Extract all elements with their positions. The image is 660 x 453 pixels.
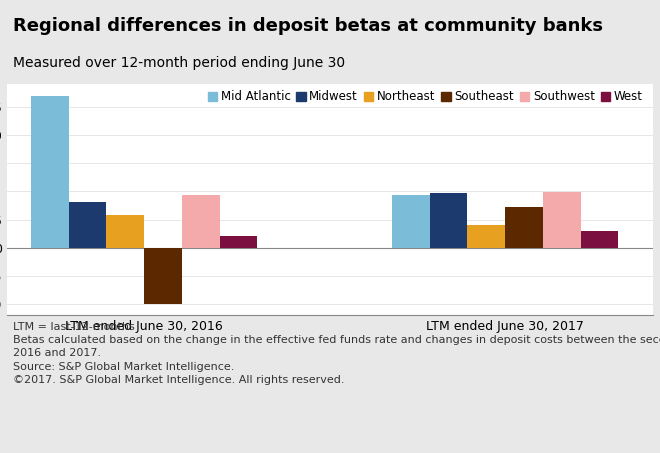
Bar xyxy=(392,195,430,248)
Legend: Mid Atlantic, Midwest, Northeast, Southeast, Southwest, West: Mid Atlantic, Midwest, Northeast, Southe… xyxy=(203,86,647,108)
Text: Regional differences in deposit betas at community banks: Regional differences in deposit betas at… xyxy=(13,16,603,34)
Bar xyxy=(182,195,220,248)
Bar xyxy=(106,215,144,248)
Bar xyxy=(543,192,581,248)
Text: LTM = last-12-months
Betas calculated based on the change in the effective fed f: LTM = last-12-months Betas calculated ba… xyxy=(13,322,660,385)
Bar xyxy=(505,207,543,248)
Bar xyxy=(144,248,182,304)
Bar xyxy=(581,231,618,248)
Bar xyxy=(220,236,257,248)
Text: Measured over 12-month period ending June 30: Measured over 12-month period ending Jun… xyxy=(13,57,345,71)
Bar xyxy=(31,96,69,248)
Bar xyxy=(467,225,505,248)
Bar xyxy=(69,202,106,248)
Bar xyxy=(430,193,467,248)
